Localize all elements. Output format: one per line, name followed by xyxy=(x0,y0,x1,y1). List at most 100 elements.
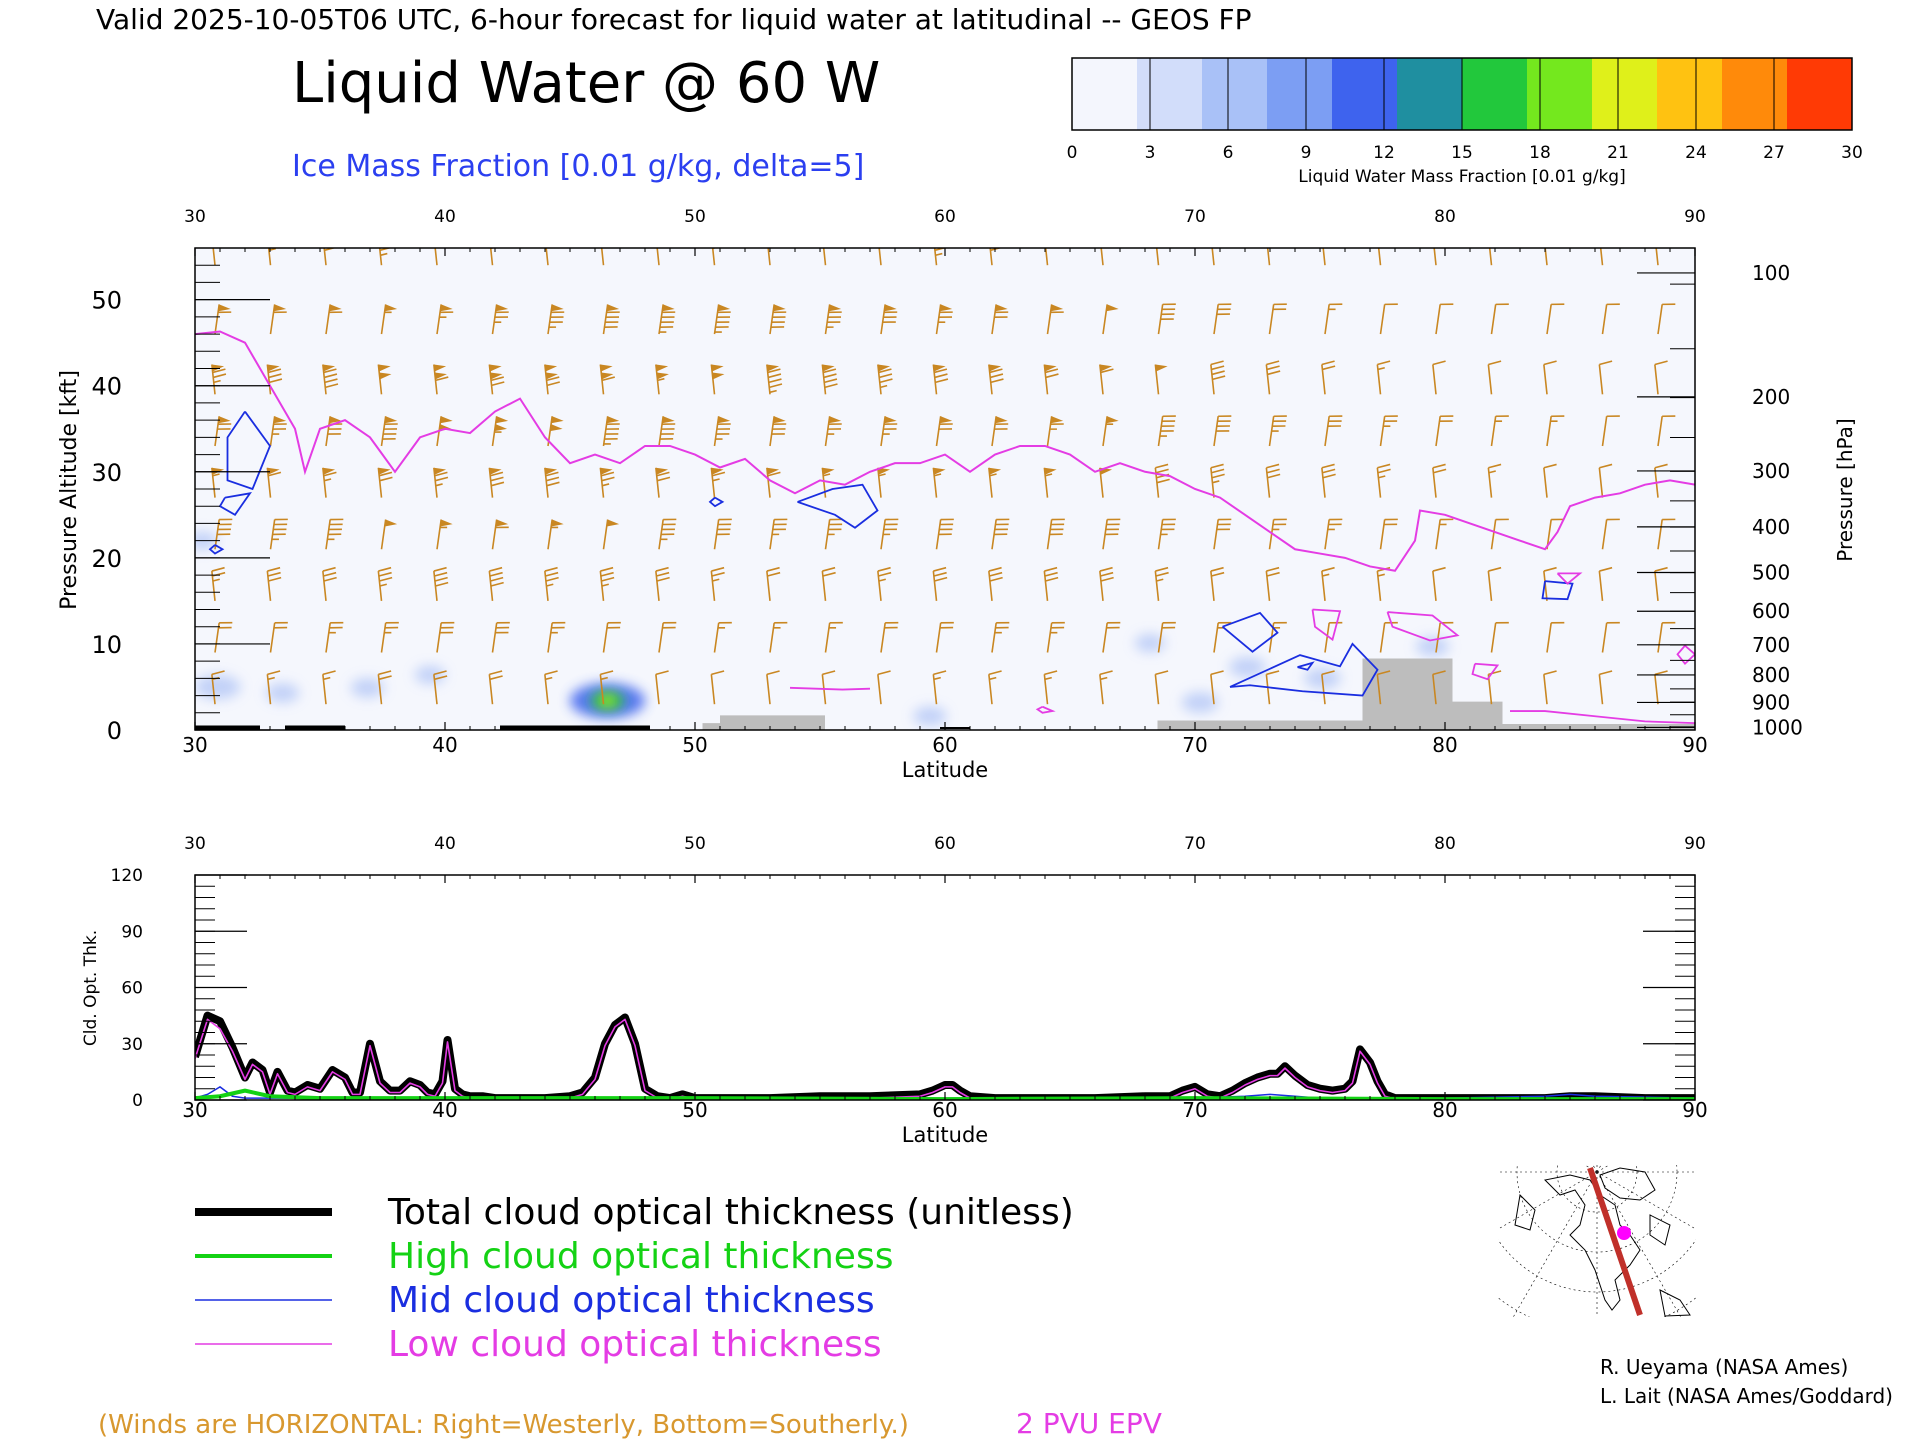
wind-barb-staff xyxy=(713,519,720,550)
wind-barb-feather xyxy=(770,326,785,328)
wind-barb-feather xyxy=(1100,232,1113,235)
wind-barb-staff xyxy=(599,248,605,266)
wind-barb-flag xyxy=(995,416,1008,424)
wind-barb-half-feather xyxy=(384,311,392,314)
wind-barb-feather xyxy=(546,476,560,482)
wind-barb-staff xyxy=(547,304,553,335)
wind-barb-feather xyxy=(607,621,621,624)
wind-barb-staff xyxy=(322,570,327,601)
colorbar-tick-label: 21 xyxy=(1607,143,1629,163)
wind-barb-icon xyxy=(1543,463,1557,498)
wind-barb-staff xyxy=(991,416,997,447)
wind-barb-feather xyxy=(766,566,780,572)
wind-barb-staff xyxy=(769,519,775,550)
wind-barb-icon xyxy=(1043,566,1059,601)
wind-barb-staff xyxy=(824,304,831,335)
wind-barb-feather xyxy=(766,670,780,676)
wind-barb-icon xyxy=(991,304,1009,335)
wind-barb-feather xyxy=(1045,373,1059,379)
wind-barb-feather xyxy=(1543,566,1557,572)
colorbar-label: Liquid Water Mass Fraction [0.01 g/kg] xyxy=(1298,167,1625,187)
wind-barb-flag xyxy=(1044,467,1057,475)
wind-barb-feather xyxy=(989,571,1003,577)
wind-barb-feather xyxy=(822,566,836,572)
wind-barb-feather xyxy=(601,476,615,482)
wind-barb-feather xyxy=(433,566,447,572)
wind-barb-staff xyxy=(988,364,993,395)
wind-barb-staff xyxy=(377,364,383,395)
wind-barb-icon xyxy=(932,670,947,705)
wind-barb-staff xyxy=(1324,622,1330,653)
wind-barb-icon xyxy=(1265,360,1281,395)
wind-barb-icon xyxy=(1490,303,1509,335)
wind-barb-feather xyxy=(656,571,670,577)
wind-barb-feather xyxy=(383,428,398,430)
wind-barb-icon xyxy=(1657,303,1676,335)
wind-barb-icon xyxy=(1321,670,1335,705)
wind-barb-feather xyxy=(441,621,455,624)
wind-barb-feather xyxy=(606,423,620,425)
wind-barb-icon xyxy=(935,304,953,335)
wind-barb-icon xyxy=(1376,670,1391,705)
wind-barb-flag xyxy=(717,304,731,312)
wind-barb-icon xyxy=(1598,248,1604,266)
wind-barb-icon xyxy=(1210,360,1226,395)
credit-1: R. Ueyama (NASA Ames) xyxy=(1600,1355,1848,1379)
wind-barb-icon xyxy=(1435,303,1454,335)
wind-barb-icon xyxy=(322,364,339,395)
wind-barb-feather xyxy=(771,321,785,323)
wind-barb-feather xyxy=(546,481,560,487)
wind-barb-staff xyxy=(1598,364,1604,395)
wind-barb-feather xyxy=(440,311,454,314)
wind-barb-feather xyxy=(828,528,842,531)
y-tick-label: 50 xyxy=(91,287,122,315)
wind-barb-icon xyxy=(1487,248,1493,266)
wind-barb-icon xyxy=(880,304,898,335)
wind-barb-icon xyxy=(544,364,560,395)
wind-barb-icon xyxy=(769,518,788,550)
wind-barb-half-feather xyxy=(435,483,443,487)
wind-barb-feather xyxy=(327,433,341,435)
map-coastline xyxy=(1659,1289,1691,1317)
wind-barb-feather xyxy=(1155,566,1169,572)
pressure-tick-label: 800 xyxy=(1752,663,1790,687)
wind-barb-feather xyxy=(440,626,454,629)
wind-barb-icon xyxy=(1543,670,1557,705)
wind-barb-staff xyxy=(214,304,220,335)
wind-barb-icon xyxy=(1487,566,1502,601)
wind-barb-feather xyxy=(660,321,674,323)
wind-barb-staff xyxy=(1601,519,1608,550)
wind-barb-staff xyxy=(322,674,327,705)
liquid-water-blob xyxy=(414,665,446,685)
wind-barb-flag xyxy=(655,467,669,475)
wind-barb-staff xyxy=(1432,248,1437,266)
wind-barb-flag xyxy=(988,364,1002,372)
wind-barb-half-feather xyxy=(827,533,835,536)
wind-barb-feather xyxy=(495,311,509,314)
cross-section-panel: 3030404050506060707080809090010203040501… xyxy=(91,207,1802,757)
wind-barb-flag xyxy=(551,519,564,527)
wind-barb-feather xyxy=(773,423,787,425)
wind-barb-staff xyxy=(544,364,549,395)
wind-barb-staff xyxy=(655,467,660,498)
wind-barb-feather xyxy=(1321,360,1335,366)
wind-barb-feather xyxy=(1217,308,1231,311)
wind-barb-feather xyxy=(711,471,726,477)
wind-barb-flag xyxy=(600,364,613,372)
wind-barb-staff xyxy=(1657,416,1663,447)
liquid-water-blob xyxy=(195,674,241,700)
wind-barb-flag xyxy=(440,416,453,424)
wind-barb-icon xyxy=(824,304,842,335)
wind-barb-icon xyxy=(877,248,882,266)
wind-barb-staff xyxy=(655,364,660,395)
wind-barb-feather xyxy=(1266,365,1280,371)
wind-barb-feather xyxy=(716,428,731,430)
wind-barb-feather xyxy=(885,518,899,521)
wind-barb-feather xyxy=(877,566,891,572)
wind-barb-feather xyxy=(1266,360,1280,366)
wind-barb-flag xyxy=(434,372,447,380)
wind-barb-feather xyxy=(933,232,946,235)
wind-barb-half-feather xyxy=(769,389,777,394)
wind-barb-feather xyxy=(212,368,226,374)
wind-barb-staff xyxy=(766,674,771,705)
